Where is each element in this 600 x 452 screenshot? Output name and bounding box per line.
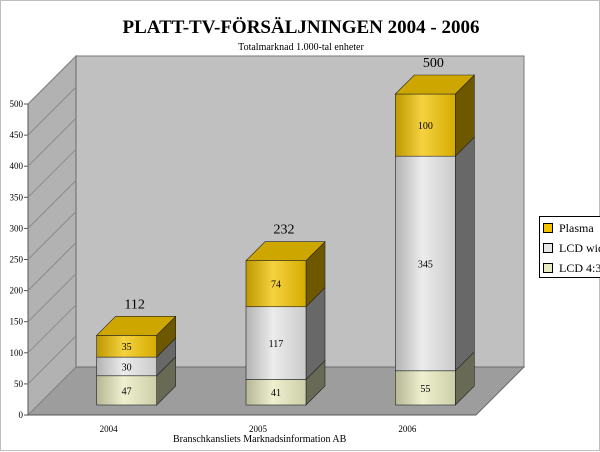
y-tick-label: 250 [10, 255, 24, 265]
y-axis-tick-edge [27, 273, 77, 323]
y-axis-tick-edge [27, 180, 77, 229]
bar-value-label: 100 [418, 121, 433, 132]
y-tick-label: 50 [14, 379, 24, 389]
y-axis-tick-edge [27, 55, 77, 105]
y-tick-label: 350 [10, 192, 24, 202]
bar-value-label: 35 [122, 342, 132, 353]
bar-segment-2006-0 [395, 370, 456, 406]
y-axis-tick-edge [27, 148, 77, 198]
y-tick-label: 200 [10, 286, 24, 296]
y-axis-tick-edge [27, 304, 77, 354]
y-tick-label: 500 [10, 99, 24, 109]
y-tick-label: 150 [10, 317, 24, 327]
bar-top-2004 [95, 316, 177, 336]
legend-swatch [543, 263, 553, 273]
y-axis-tick-edge [27, 117, 77, 167]
y-tick-label: 100 [10, 348, 24, 358]
bar-segment-2006-2 [395, 93, 456, 157]
y-tick-label: 0 [19, 410, 24, 420]
bar-total-label: 500 [423, 56, 444, 71]
bar-segment-2005-0 [245, 379, 307, 406]
source-note: Branschkansliets Marknadsinformation AB [173, 434, 347, 445]
y-axis-tick-edge [27, 242, 77, 291]
y-axis-tick-edge [27, 366, 77, 416]
legend-swatch [543, 223, 553, 233]
y-tick-label: 300 [10, 223, 24, 233]
y-axis-tick-edge [27, 86, 77, 136]
bar-side-2006-1 [455, 136, 475, 372]
bar-segment-2005-2 [245, 260, 307, 308]
legend-label: LCD wid [559, 240, 600, 255]
bar-total-label: 232 [274, 223, 295, 238]
bar-top-2006 [394, 74, 476, 95]
y-tick-label: 450 [10, 130, 24, 140]
bar-total-label: 112 [124, 297, 144, 312]
bar-value-label: 30 [122, 362, 132, 373]
chart-title: PLATT-TV-FÖRSÄLJNINGEN 2004 - 2006 [122, 17, 480, 38]
bar-segment-2006-1 [395, 155, 456, 372]
bar-value-label: 55 [420, 384, 430, 395]
bar-value-label: 117 [269, 339, 284, 350]
chart-legend: Plasma LCD wid LCD 4:3 [539, 216, 600, 278]
legend-item: Plasma [543, 220, 594, 236]
y-tick-label: 400 [10, 161, 24, 171]
x-tick-label: 2005 [249, 424, 268, 434]
bar-value-label: 345 [418, 259, 433, 270]
legend-item: LCD 4:3 [543, 260, 600, 276]
y-axis-tick-edge [27, 211, 77, 260]
bar-value-label: 41 [271, 388, 281, 399]
legend-label: Plasma [559, 220, 594, 235]
bar-value-label: 47 [122, 386, 132, 397]
x-tick-label: 2006 [398, 424, 417, 434]
bar-top-2005 [245, 241, 326, 261]
legend-label: LCD 4:3 [559, 260, 600, 275]
x-tick-label: 2004 [100, 424, 119, 434]
chart-subtitle: Totalmarknad 1.000-tal enheter [238, 42, 364, 53]
bar-segment-2004-0 [96, 375, 157, 406]
y-axis-tick-edge [27, 335, 77, 385]
legend-swatch [543, 243, 553, 253]
bar-segment-2005-1 [245, 306, 307, 380]
bar-value-label: 74 [271, 280, 281, 291]
legend-item: LCD wid [543, 240, 600, 256]
